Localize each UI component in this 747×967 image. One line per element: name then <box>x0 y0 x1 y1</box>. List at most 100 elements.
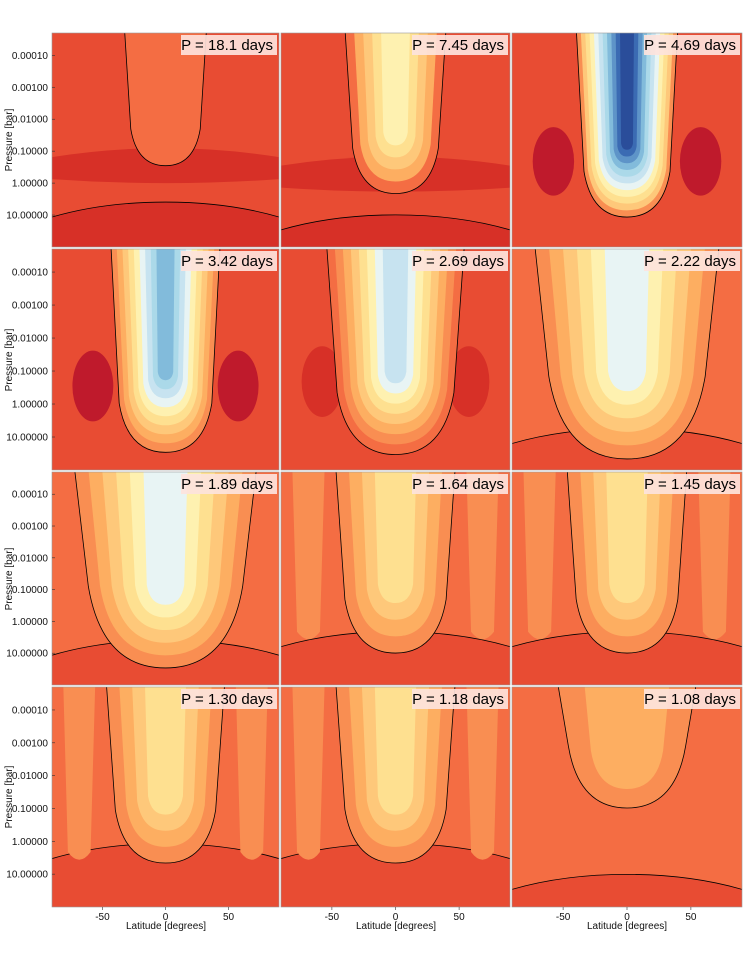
panel-title-bg <box>181 251 277 271</box>
y-tick-label: 10.00000 <box>6 433 48 444</box>
panel-title-box: P = 1.64 days <box>412 474 508 494</box>
panel-7 <box>52 472 279 685</box>
contour-bottom <box>281 214 510 247</box>
panel-title-bg <box>412 474 508 494</box>
panel-title: P = 1.45 days <box>644 476 736 493</box>
contour-bottom <box>281 843 510 907</box>
panel-title-box: P = 1.45 days <box>644 474 740 494</box>
contour-lobe <box>217 350 259 422</box>
zero-contour <box>326 249 465 455</box>
y-tick-label: 0.01000 <box>12 553 49 564</box>
zero-contour <box>110 249 221 453</box>
panel-4 <box>52 249 279 470</box>
panel-11 <box>281 687 510 907</box>
contour-jet-level <box>124 33 207 166</box>
contour-side-jet <box>466 472 499 640</box>
panel-grid: P = 18.1 days P = 7.45 days P = 4.69 days P… <box>51 32 743 908</box>
contour-jet-level <box>620 33 634 150</box>
y-tick-label: 1.00000 <box>12 617 49 628</box>
contour-side-jet <box>292 472 325 640</box>
y-tick-label: 0.00100 <box>12 301 49 312</box>
panel-title: P = 2.22 days <box>644 253 736 270</box>
panel-title-box: P = 1.89 days <box>181 474 277 494</box>
y-tick-label: 0.00010 <box>12 705 49 716</box>
contour-jet-level <box>145 687 186 815</box>
zero-contour <box>74 472 257 669</box>
contour-side-jet <box>63 687 96 860</box>
y-tick-label: 1.00000 <box>12 179 49 190</box>
ylabel-row2: Pressure [bar] <box>4 328 15 391</box>
panel-title-bg <box>644 251 740 271</box>
contour-side-jet <box>466 687 499 860</box>
panel-title: P = 1.18 days <box>412 691 504 708</box>
panel-9 <box>512 472 742 685</box>
xlabel-col3: Latitude [degrees] <box>587 921 667 932</box>
panel-frame <box>51 471 280 686</box>
panel-title: P = 2.69 days <box>412 253 504 270</box>
xlabel-col1: Latitude [degrees] <box>126 921 206 932</box>
zero-contour <box>335 687 456 864</box>
panel-1 <box>52 33 279 247</box>
panel-title-box: P = 1.18 days <box>412 689 508 709</box>
ylabel-row1: Pressure [bar] <box>4 108 15 171</box>
y-tick-label: 0.10000 <box>12 585 49 596</box>
panel-title: P = 4.69 days <box>644 37 736 54</box>
zero-contour <box>566 472 688 654</box>
y-tick-label: 10.00000 <box>6 649 48 660</box>
zero-contour <box>281 214 510 231</box>
x-tick-label: 0 <box>163 912 169 923</box>
panel-title-bg <box>181 474 277 494</box>
panel-12 <box>512 687 742 907</box>
y-tick-label: 0.00010 <box>12 268 49 279</box>
zero-contour <box>344 33 447 194</box>
panel-frame <box>280 32 511 248</box>
contour-jet-level <box>606 472 648 604</box>
contour-jet-level <box>374 687 417 815</box>
x-tick-label: 50 <box>454 912 466 923</box>
panel-title: P = 1.30 days <box>181 691 273 708</box>
contour-jet-level <box>584 687 670 789</box>
panel-title-bg <box>181 35 277 55</box>
panel-title: P = 7.45 days <box>412 37 504 54</box>
panel-frame <box>511 471 743 686</box>
contour-jet-level <box>604 249 650 392</box>
panel-title-bg <box>644 689 740 709</box>
contour-bottom <box>52 843 279 907</box>
y-tick-label: 0.01000 <box>12 115 49 126</box>
y-tick-label: 0.00010 <box>12 51 49 62</box>
y-tick-label: 0.00100 <box>12 522 49 533</box>
panel-title-box: P = 18.1 days <box>181 35 277 55</box>
contour-jet-level <box>143 472 188 605</box>
contour-lobe <box>72 350 114 422</box>
panel-6 <box>512 249 742 470</box>
contour-jet-level <box>156 249 175 381</box>
contour-side-jet <box>698 472 731 640</box>
contour-bottom <box>512 631 742 685</box>
panel-title-box: P = 1.30 days <box>181 689 277 709</box>
panel-title-bg <box>412 689 508 709</box>
y-tick-label: 0.10000 <box>12 147 49 158</box>
panel-title-box: P = 2.69 days <box>412 251 508 271</box>
zero-contour <box>335 472 456 654</box>
contour-jet-level <box>382 249 409 384</box>
panel-3 <box>512 33 742 247</box>
y-tick-label: 0.00010 <box>12 490 49 501</box>
panel-title-box: P = 4.69 days <box>644 35 740 55</box>
contour-side-jet <box>235 687 268 860</box>
panel-frame <box>280 471 511 686</box>
contour-lobe <box>532 127 575 196</box>
x-tick-label: 0 <box>393 912 399 923</box>
contour-bottom <box>512 874 742 907</box>
y-tick-label: 0.01000 <box>12 334 49 345</box>
panel-title-box: P = 1.08 days <box>644 689 740 709</box>
ylabel-row4: Pressure [bar] <box>4 765 15 828</box>
xlabel-col2: Latitude [degrees] <box>356 921 436 932</box>
y-tick-label: 0.00100 <box>12 738 49 749</box>
panel-title-box: P = 2.22 days <box>644 251 740 271</box>
axes-layer: Pressure [bar] Pressure [bar] Pressure [… <box>4 51 697 932</box>
panel-frame <box>280 248 511 471</box>
contour-side-jet <box>523 472 556 640</box>
panel-title: P = 18.1 days <box>181 37 273 54</box>
y-tick-label: 0.10000 <box>12 367 49 378</box>
